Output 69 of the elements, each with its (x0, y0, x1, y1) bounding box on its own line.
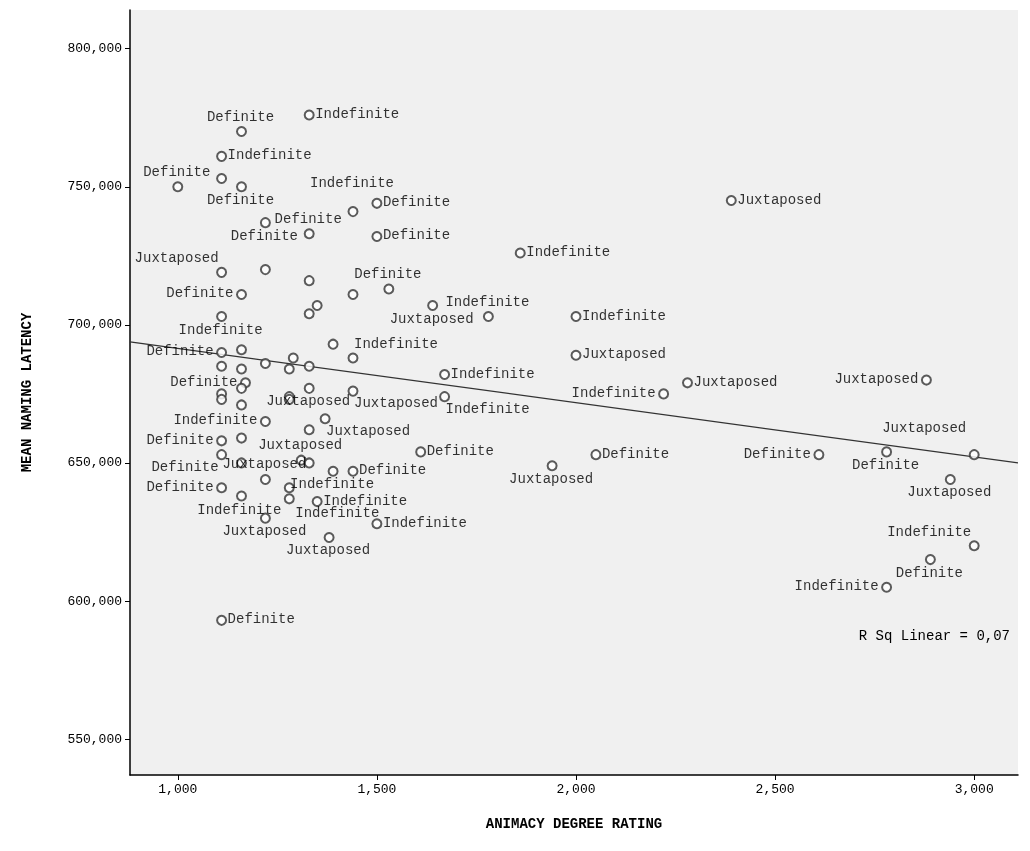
data-label: Definite (426, 442, 494, 459)
data-label: Indefinite (309, 174, 394, 191)
data-label: Juxtaposed (326, 422, 411, 439)
data-label: Juxtaposed (354, 395, 439, 412)
y-tick-label: 800,000 (67, 41, 122, 57)
data-label: Indefinite (173, 412, 258, 429)
data-label: Definite (146, 478, 214, 495)
data-label: Juxtaposed (907, 484, 992, 501)
data-label: Definite (146, 343, 214, 360)
annotation: R Sq Linear = 0,07 (858, 628, 1011, 644)
data-label: Juxtaposed (134, 250, 219, 267)
data-label: Definite (146, 431, 214, 448)
data-label: Definite (359, 462, 427, 479)
data-label: Definite (170, 373, 238, 390)
data-label: Definite (151, 458, 219, 475)
data-label: Juxtaposed (581, 346, 667, 363)
data-label: Juxtaposed (882, 419, 967, 436)
data-label: Indefinite (445, 293, 530, 310)
data-label: Definite (230, 227, 298, 244)
data-label: Definite (166, 285, 234, 302)
data-label: Juxtaposed (389, 310, 474, 327)
y-tick-label: 650,000 (67, 455, 122, 471)
data-label: Juxtaposed (834, 371, 919, 388)
data-label: Indefinite (581, 307, 667, 324)
data-label: Indefinite (526, 244, 611, 261)
data-label: Indefinite (227, 147, 312, 164)
data-label: Juxtaposed (258, 437, 343, 454)
data-label: Indefinite (450, 365, 535, 382)
data-label: Definite (206, 191, 275, 208)
data-label: Indefinite (794, 578, 879, 595)
data-label: Definite (895, 564, 964, 581)
data-label: Definite (206, 108, 275, 125)
data-label: Indefinite (315, 105, 400, 122)
data-label: Definite (354, 265, 422, 282)
x-tick-label: 2,000 (556, 782, 596, 797)
y-tick-label: 700,000 (67, 317, 122, 333)
data-label: Indefinite (295, 504, 380, 521)
y-tick-label: 550,000 (67, 731, 122, 747)
data-label: Juxtaposed (222, 456, 307, 473)
x-axis-title: ANIMACY DEGREE RATING (485, 816, 663, 832)
data-label: Definite (743, 445, 811, 462)
data-label: Indefinite (178, 321, 263, 338)
data-label: Juxtaposed (693, 373, 778, 390)
data-label: Indefinite (887, 523, 972, 540)
data-label: Juxtaposed (286, 542, 371, 559)
data-label: Definite (851, 456, 920, 473)
x-tick-label: 1,000 (158, 782, 198, 797)
y-tick-label: 600,000 (67, 593, 122, 609)
data-label: Definite (382, 194, 451, 211)
y-axis-title: MEAN NAMING LATENCY (19, 312, 35, 473)
data-label: Indefinite (290, 476, 375, 493)
data-label: Definite (143, 163, 211, 180)
data-label: Definite (601, 445, 670, 462)
data-label: Definite (274, 210, 342, 227)
y-tick-label: 750,000 (67, 179, 122, 195)
data-label: Indefinite (445, 400, 530, 417)
data-label: Indefinite (197, 501, 282, 518)
data-label: Definite (382, 227, 451, 244)
x-tick-label: 3,000 (954, 782, 994, 797)
data-label: Juxtaposed (737, 191, 822, 208)
data-label: Indefinite (354, 335, 439, 352)
data-label: Indefinite (382, 514, 467, 531)
data-label: Juxtaposed (222, 523, 307, 540)
x-tick-label: 2,500 (755, 782, 795, 797)
data-label: Indefinite (571, 384, 656, 401)
x-tick-label: 1,500 (357, 782, 397, 797)
data-label: Juxtaposed (266, 393, 351, 410)
data-label: Juxtaposed (509, 470, 594, 487)
data-label: Definite (227, 611, 295, 628)
